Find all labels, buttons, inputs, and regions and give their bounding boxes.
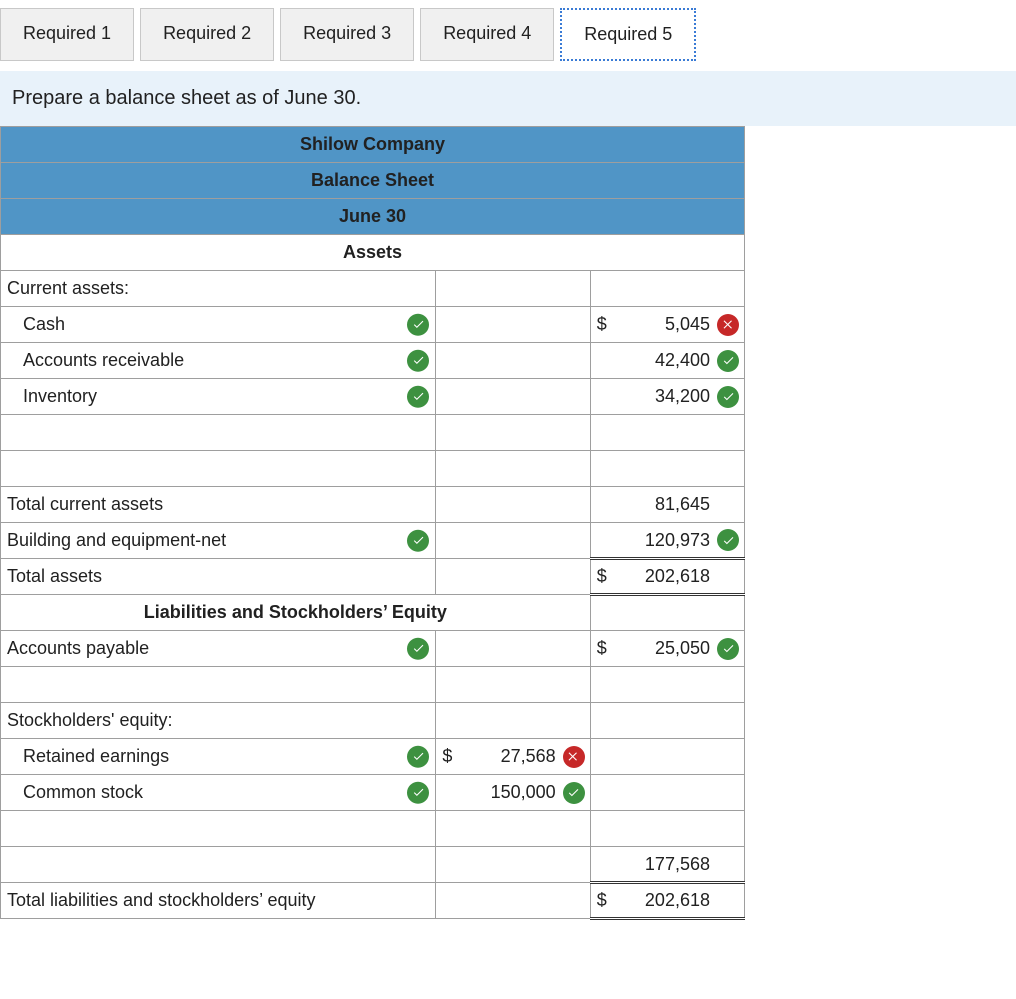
check-icon	[717, 529, 739, 551]
section-assets: Assets	[1, 235, 745, 271]
row-re-mid[interactable]: $ 27,568	[436, 739, 590, 775]
currency-symbol: $	[442, 746, 452, 767]
re-label-text: Retained earnings	[23, 746, 169, 766]
check-icon	[407, 529, 429, 551]
currency-symbol: $	[597, 638, 607, 659]
row-ta-value: $202,618	[590, 559, 744, 595]
inv-value-text: 34,200	[655, 386, 710, 406]
row-tle-label: Total liabilities and stockholders’ equi…	[1, 883, 436, 919]
row-inv-label[interactable]: Inventory	[1, 379, 436, 415]
instruction-banner: Prepare a balance sheet as of June 30.	[0, 71, 1016, 126]
tab-required-4[interactable]: Required 4	[420, 8, 554, 61]
tab-required-5[interactable]: Required 5	[560, 8, 696, 61]
tabs-bar: Required 1 Required 2 Required 3 Require…	[0, 8, 1016, 61]
ar-value-text: 42,400	[655, 350, 710, 370]
x-icon	[717, 314, 739, 336]
check-icon	[407, 781, 429, 803]
check-icon	[717, 386, 739, 408]
row-ar-label[interactable]: Accounts receivable	[1, 343, 436, 379]
check-icon	[563, 782, 585, 804]
row-cs-label[interactable]: Common stock	[1, 775, 436, 811]
row-ap-value[interactable]: $ 25,050	[590, 631, 744, 667]
section-liabilities: Liabilities and Stockholders’ Equity	[1, 595, 591, 631]
tab-required-2[interactable]: Required 2	[140, 8, 274, 61]
check-icon	[717, 350, 739, 372]
label-stockholders-equity: Stockholders' equity:	[1, 703, 436, 739]
cash-value-text: 5,045	[665, 314, 710, 334]
inv-label-text: Inventory	[23, 386, 97, 406]
row-tca-label: Total current assets	[1, 487, 436, 523]
balance-sheet-table: Shilow Company Balance Sheet June 30 Ass…	[0, 126, 745, 920]
check-icon	[407, 349, 429, 371]
check-icon	[717, 638, 739, 660]
cash-label-text: Cash	[23, 314, 65, 334]
row-bld-value[interactable]: 120,973	[590, 523, 744, 559]
row-tca-value: 81,645	[590, 487, 744, 523]
cs-value-text: 150,000	[491, 782, 556, 802]
row-ar-value[interactable]: 42,400	[590, 343, 744, 379]
ar-label-text: Accounts receivable	[23, 350, 184, 370]
row-ap-label[interactable]: Accounts payable	[1, 631, 436, 667]
label-current-assets: Current assets:	[1, 271, 436, 307]
currency-symbol: $	[597, 314, 607, 335]
tab-required-3[interactable]: Required 3	[280, 8, 414, 61]
check-icon	[407, 637, 429, 659]
tab-required-1[interactable]: Required 1	[0, 8, 134, 61]
header-date: June 30	[1, 199, 745, 235]
check-icon	[407, 313, 429, 335]
check-icon	[407, 385, 429, 407]
row-tle-value: $202,618	[590, 883, 744, 919]
row-cash-value[interactable]: $ 5,045	[590, 307, 744, 343]
ap-value-text: 25,050	[655, 638, 710, 658]
cs-label-text: Common stock	[23, 782, 143, 802]
ap-label-text: Accounts payable	[7, 638, 149, 658]
re-value-text: 27,568	[501, 746, 556, 766]
bld-label-text: Building and equipment-net	[7, 530, 226, 550]
check-icon	[407, 745, 429, 767]
row-cash-label[interactable]: Cash	[1, 307, 436, 343]
header-title: Balance Sheet	[1, 163, 745, 199]
row-re-label[interactable]: Retained earnings	[1, 739, 436, 775]
bld-value-text: 120,973	[645, 530, 710, 550]
row-inv-value[interactable]: 34,200	[590, 379, 744, 415]
row-cs-mid[interactable]: 150,000	[436, 775, 590, 811]
row-bld-label[interactable]: Building and equipment-net	[1, 523, 436, 559]
row-se-total: 177,568	[590, 847, 744, 883]
header-company: Shilow Company	[1, 127, 745, 163]
row-ta-label: Total assets	[1, 559, 436, 595]
x-icon	[563, 746, 585, 768]
